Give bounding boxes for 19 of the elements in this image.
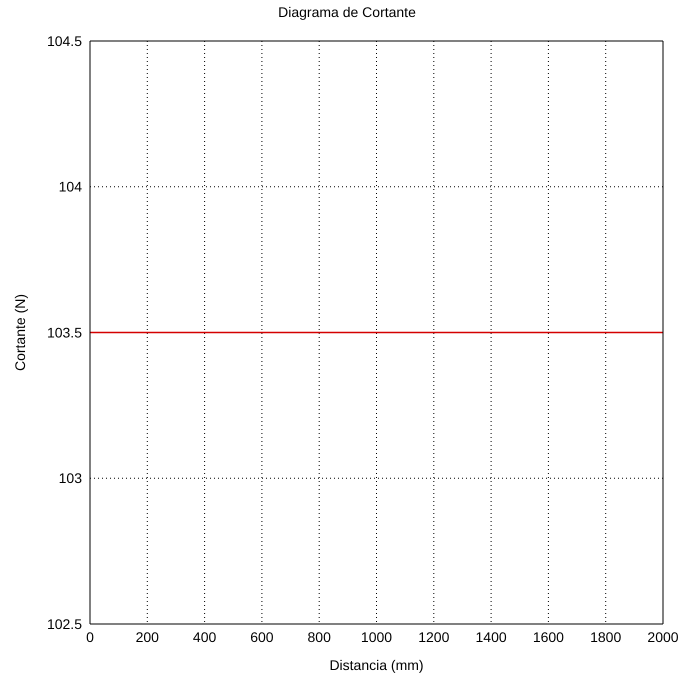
x-axis-title: Distancia (mm)	[329, 657, 424, 673]
y-tick-label: 103.5	[46, 324, 82, 340]
x-tick-label: 1600	[532, 628, 564, 645]
y-axis-title: Cortante (N)	[12, 294, 28, 372]
x-tick-label: 1800	[590, 628, 622, 645]
x-tick-label: 1200	[418, 628, 450, 645]
x-tick-label: 800	[308, 628, 332, 645]
x-tick-label: 2000	[647, 628, 679, 645]
y-tick-label: 104	[58, 178, 82, 195]
y-tick-label: 104.5	[46, 32, 82, 49]
x-tick-label: 600	[250, 628, 274, 645]
chart-title: Diagrama de Cortante	[277, 3, 417, 22]
x-tick-label: 1000	[360, 628, 392, 645]
x-tick-label: 400	[192, 628, 216, 645]
y-tick-label: 102.5	[46, 616, 82, 632]
x-tick-label: 1400	[476, 628, 507, 645]
x-tick-label: 0	[86, 628, 94, 645]
y-tick-label: 103	[58, 470, 82, 486]
x-tick-label: 200	[136, 628, 160, 645]
